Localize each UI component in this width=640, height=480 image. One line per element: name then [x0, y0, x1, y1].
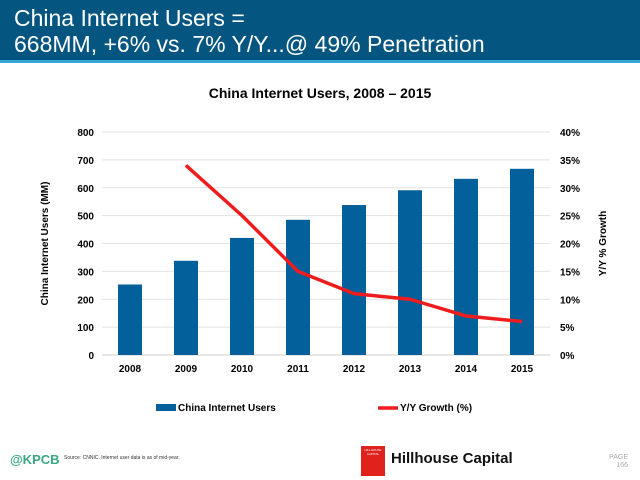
- y-tick-label: 300: [77, 267, 94, 278]
- bar-2015: [510, 168, 534, 355]
- growth-point: [409, 298, 411, 300]
- source-note: Source: CNNIC. Internet user data is as …: [64, 455, 180, 461]
- page-number-value: 166: [616, 462, 628, 469]
- chart-title: China Internet Users, 2008 – 2015: [209, 85, 432, 101]
- y2-tick-label: 40%: [560, 128, 580, 139]
- chart: China Internet Users, 2008 – 2015 0 0% 100 5…: [40, 85, 609, 414]
- growth-point: [465, 315, 467, 317]
- page-label: PAGE: [609, 454, 628, 461]
- bar-2013: [398, 190, 422, 355]
- kpcb-handle: @KPCB: [10, 452, 60, 467]
- y2-axis-label: Y/Y % Growth: [598, 211, 609, 276]
- y2-tick-label: 5%: [560, 323, 575, 334]
- y2-tick-label: 30%: [560, 184, 580, 195]
- growth-point: [241, 215, 243, 217]
- growth-point: [185, 164, 187, 166]
- x-tick-label: 2013: [399, 364, 422, 375]
- slide-title-line2: 668MM, +6% vs. 7% Y/Y...@ 49% Penetratio…: [14, 31, 485, 57]
- x-tick-label: 2010: [231, 364, 254, 375]
- growth-point: [297, 270, 299, 272]
- y-tick-label: 400: [77, 240, 94, 251]
- y-tick-label: 100: [77, 323, 94, 334]
- y2-tick-label: 0%: [560, 351, 575, 362]
- y-axis-label: China Internet Users (MM): [40, 182, 51, 306]
- bar-2011: [286, 219, 310, 355]
- y-tick-label: 700: [77, 156, 94, 167]
- y2-tick-label: 10%: [560, 295, 580, 306]
- x-tick-label: 2015: [511, 364, 534, 375]
- x-tick-label: 2012: [343, 364, 366, 375]
- y2-tick-label: 20%: [560, 240, 580, 251]
- y-tick-label: 200: [77, 295, 94, 306]
- x-tick-label: 2009: [175, 364, 198, 375]
- page-number: PAGE 166: [598, 454, 628, 470]
- y-tick-label: 0: [88, 351, 94, 362]
- bar-2009: [174, 260, 198, 355]
- bar-2010: [230, 237, 254, 355]
- bar-2014: [454, 178, 478, 355]
- y-tick-label: 500: [77, 212, 94, 223]
- company-name: Hillhouse Capital: [391, 450, 513, 467]
- growth-point: [353, 293, 355, 295]
- y2-tick-label: 35%: [560, 156, 580, 167]
- bar-2008: [118, 284, 142, 355]
- legend-swatch-users: [156, 404, 176, 411]
- x-tick-label: 2011: [287, 364, 309, 375]
- y2-tick-label: 25%: [560, 212, 580, 223]
- y-tick-label: 800: [77, 128, 94, 139]
- y-tick-label: 600: [77, 184, 94, 195]
- growth-point: [521, 321, 523, 323]
- x-tick-label: 2008: [119, 364, 142, 375]
- hillhouse-logo: HILLHOUSE CAPITAL: [361, 446, 385, 476]
- y2-tick-label: 15%: [560, 267, 580, 278]
- legend-label-users: China Internet Users: [178, 403, 276, 414]
- slide-title-line1: China Internet Users =: [14, 5, 245, 31]
- x-tick-label: 2014: [455, 364, 478, 375]
- bar-2012: [342, 205, 366, 355]
- legend-label-growth: Y/Y Growth (%): [400, 403, 472, 414]
- slide-header: China Internet Users = 668MM, +6% vs. 7%…: [0, 0, 640, 63]
